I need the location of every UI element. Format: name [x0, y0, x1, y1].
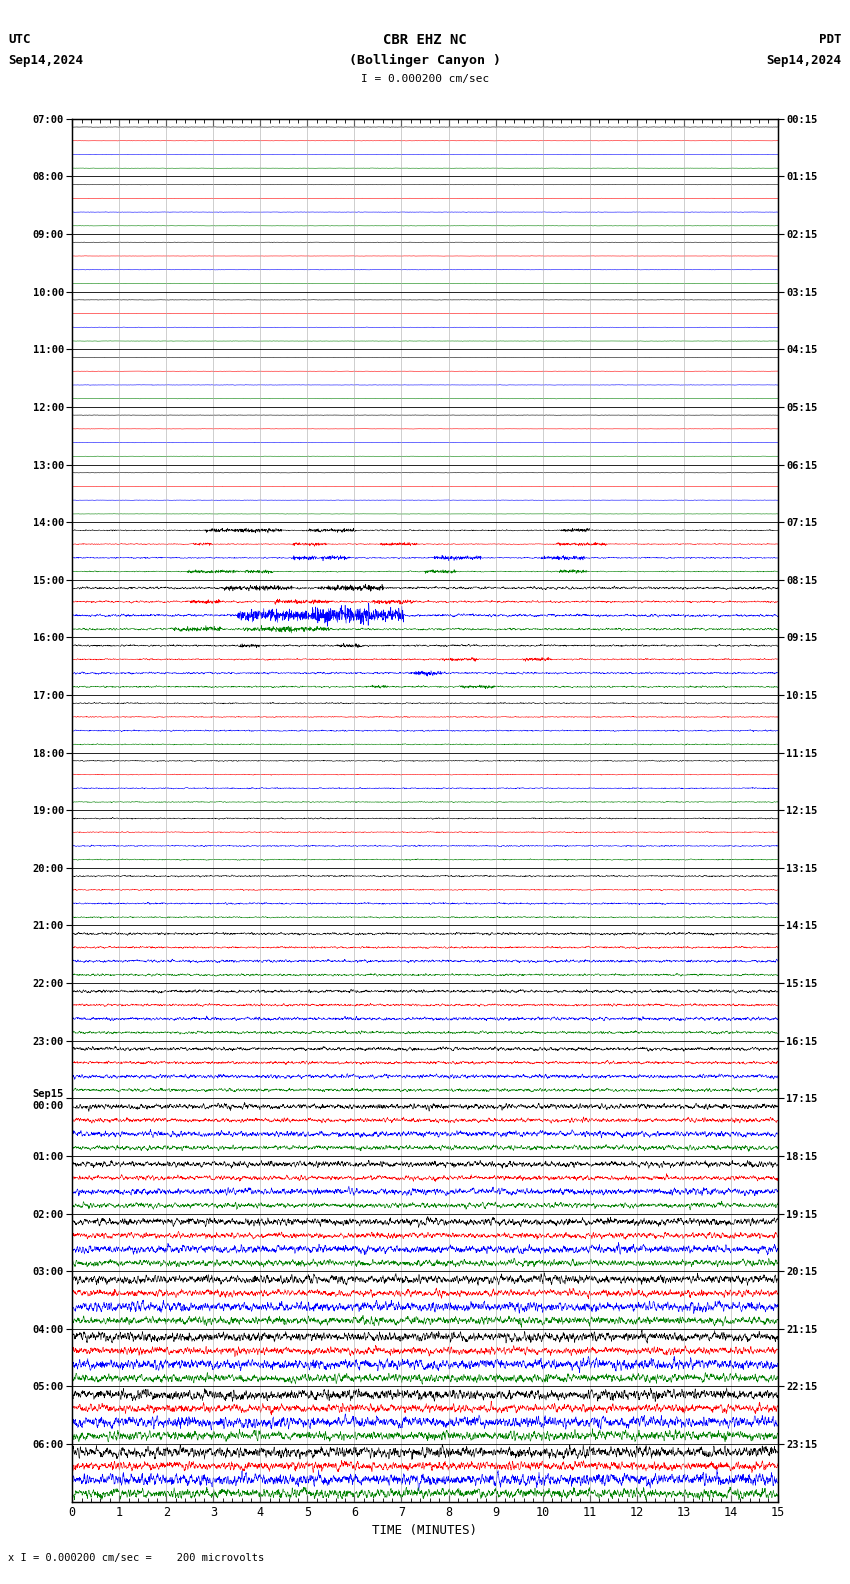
Text: (Bollinger Canyon ): (Bollinger Canyon ) — [349, 54, 501, 67]
Text: PDT: PDT — [819, 33, 842, 46]
Text: x I = 0.000200 cm/sec =    200 microvolts: x I = 0.000200 cm/sec = 200 microvolts — [8, 1554, 264, 1563]
Text: I = 0.000200 cm/sec: I = 0.000200 cm/sec — [361, 74, 489, 84]
Text: UTC: UTC — [8, 33, 31, 46]
Text: Sep14,2024: Sep14,2024 — [767, 54, 842, 67]
X-axis label: TIME (MINUTES): TIME (MINUTES) — [372, 1524, 478, 1536]
Text: Sep14,2024: Sep14,2024 — [8, 54, 83, 67]
Text: CBR EHZ NC: CBR EHZ NC — [383, 33, 467, 48]
